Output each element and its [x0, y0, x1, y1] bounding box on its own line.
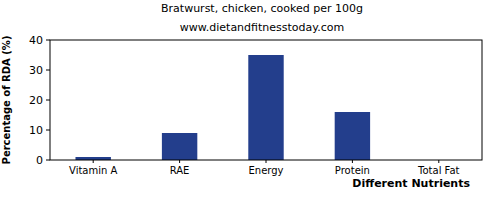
x-tick	[93, 160, 94, 163]
x-tick	[352, 160, 353, 163]
plot-frame	[50, 40, 482, 160]
x-tick	[266, 160, 267, 163]
x-tick-label: Total Fat	[417, 165, 459, 176]
title: Bratwurst, chicken, cooked per 100g	[161, 2, 363, 15]
subtitle: www.dietandfitnesstoday.com	[180, 21, 344, 34]
y-tick	[46, 100, 50, 101]
chart-container: Bratwurst, chicken, cooked per 100g www.d…	[0, 0, 500, 200]
x-tick-label: Vitamin A	[69, 165, 117, 176]
y-tick	[46, 70, 50, 71]
chart-svg: Bratwurst, chicken, cooked per 100g www.d…	[0, 0, 500, 200]
x-axis-label: Different Nutrients	[352, 177, 470, 190]
y-tick-label: 10	[29, 124, 43, 137]
x-tick-label: Energy	[248, 165, 283, 176]
y-tick	[46, 40, 50, 41]
y-tick-label: 20	[29, 94, 43, 107]
y-tick-label: 40	[29, 34, 43, 47]
y-tick-label: 30	[29, 64, 43, 77]
x-tick-label: RAE	[170, 165, 190, 176]
y-tick	[46, 130, 50, 131]
y-axis-label: Percentage of RDA (%)	[1, 36, 12, 165]
x-tick	[179, 160, 180, 163]
bar	[248, 55, 283, 160]
x-tick	[438, 160, 439, 163]
bar	[335, 112, 370, 160]
bar	[162, 133, 197, 160]
y-tick	[46, 160, 50, 161]
x-tick-label: Protein	[335, 165, 370, 176]
y-tick-label: 0	[36, 154, 43, 167]
bars	[75, 55, 370, 160]
